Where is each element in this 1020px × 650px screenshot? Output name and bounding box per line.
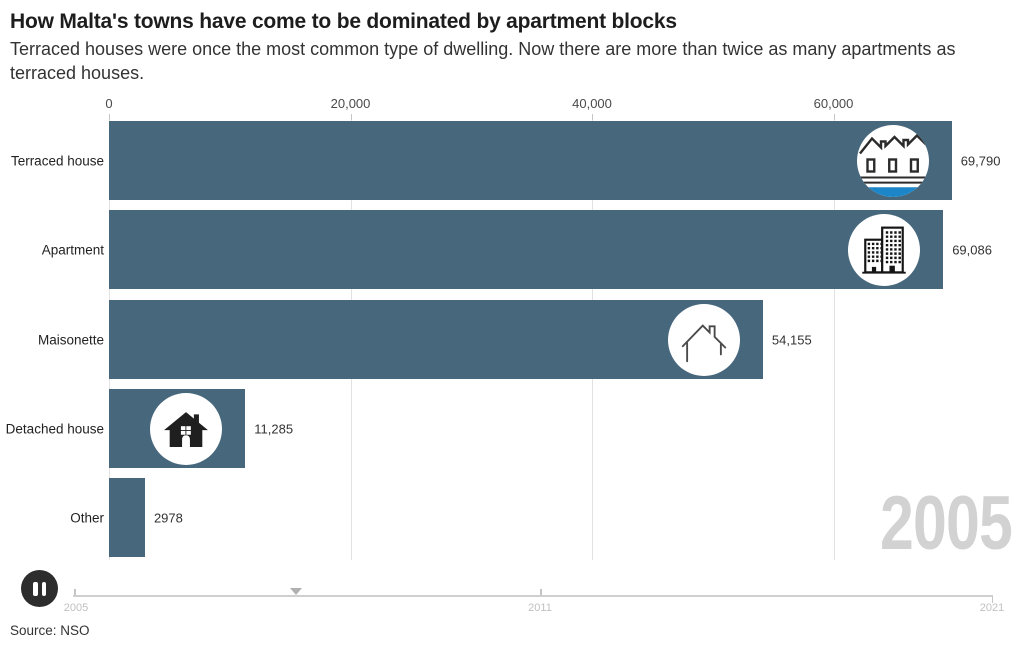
value-label: 54,155 bbox=[771, 332, 812, 347]
value-label: 69,086 bbox=[952, 242, 992, 257]
bar-row-other: Other 2978 bbox=[0, 478, 1020, 557]
category-label: Terraced house bbox=[10, 153, 104, 168]
pause-icon bbox=[33, 581, 38, 596]
source-note: Source: NSO bbox=[10, 623, 90, 638]
page-subtitle: Terraced houses were once the most commo… bbox=[10, 39, 956, 83]
timeline-year-label: 2021 bbox=[979, 602, 1005, 614]
bar-other bbox=[109, 478, 145, 557]
timeline-track[interactable] bbox=[73, 595, 993, 597]
value-label: 69,790 bbox=[960, 153, 1001, 168]
category-label: Other bbox=[70, 510, 104, 525]
bar-icon-circle bbox=[848, 213, 921, 286]
bar-row-terraced-house: Terraced house 69,790 bbox=[0, 121, 1020, 200]
timeline-tick bbox=[74, 589, 76, 595]
pause-button[interactable] bbox=[21, 570, 58, 607]
detached-house-icon bbox=[164, 411, 209, 447]
x-axis-tick-label: 0 bbox=[105, 96, 113, 111]
year-counter: 2005 bbox=[879, 481, 1013, 566]
x-axis-tick bbox=[350, 114, 352, 120]
maisonette-icon bbox=[681, 323, 727, 362]
timeline-year-label: 2011 bbox=[528, 602, 552, 614]
x-axis-tick-label: 40,000 bbox=[572, 96, 612, 111]
x-axis-tick bbox=[592, 114, 593, 120]
bar-icon-circle-wrap bbox=[109, 300, 763, 379]
terraced-house-icon bbox=[856, 133, 929, 197]
bar-apartment bbox=[109, 210, 944, 289]
apartment-icon bbox=[862, 226, 906, 274]
category-label: Apartment bbox=[41, 242, 104, 257]
bar-icon-circle bbox=[150, 392, 223, 465]
category-label: Detached house bbox=[5, 421, 104, 436]
category-label: Maisonette bbox=[37, 332, 104, 347]
value-label: 11,285 bbox=[254, 421, 294, 436]
x-axis-tick-label: 60,000 bbox=[813, 96, 854, 111]
timeline-year-label: 2005 bbox=[63, 602, 89, 614]
timeline-tick bbox=[540, 589, 542, 595]
bar-row-maisonette: Maisonette 54,155 bbox=[0, 300, 1020, 379]
timeline-playhead-handle[interactable] bbox=[289, 588, 302, 595]
bar-row-apartment: Apartment 69,086 bbox=[0, 210, 1020, 289]
value-label: 2978 bbox=[153, 510, 183, 525]
x-axis-tick bbox=[109, 114, 110, 120]
page-title: How Malta's towns have come to be domina… bbox=[10, 10, 677, 33]
bar-icon-circle bbox=[667, 303, 740, 376]
bar-row-detached-house: Detached house 11,285 bbox=[0, 389, 1020, 468]
timeline-tick bbox=[991, 597, 993, 603]
bar-icon-circle bbox=[856, 124, 929, 197]
x-axis-tick-label: 20,000 bbox=[330, 96, 371, 111]
pause-icon bbox=[41, 581, 46, 596]
gridline bbox=[833, 120, 835, 560]
x-axis-tick bbox=[833, 114, 835, 120]
bar-terraced-house bbox=[109, 121, 952, 200]
